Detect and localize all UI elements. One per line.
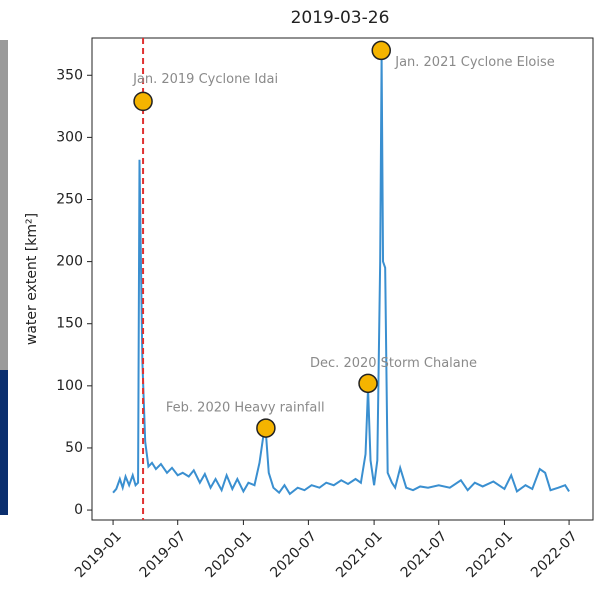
y-tick-label: 100 [56, 378, 83, 394]
chart-title: 2019-03-26 [291, 8, 390, 28]
side-image-gray [0, 40, 8, 370]
annotation-marker [134, 92, 152, 110]
y-tick-label: 50 [65, 440, 83, 456]
x-tick-label: 2021-01 [333, 528, 386, 581]
annotation-label: Jan. 2019 Cyclone Idai [132, 72, 278, 87]
annotation-label: Dec. 2020 Storm Chalane [310, 356, 477, 371]
side-image-blue [0, 370, 8, 515]
x-tick-label: 2022-07 [528, 528, 581, 581]
y-tick-label: 250 [56, 191, 83, 207]
y-tick-label: 350 [56, 67, 83, 83]
x-tick-label: 2022-01 [463, 528, 516, 581]
y-tick-label: 150 [56, 316, 83, 332]
annotation-label: Feb. 2020 Heavy rainfall [166, 401, 325, 416]
annotation-marker [359, 374, 377, 392]
x-tick-label: 2019-07 [137, 528, 190, 581]
y-tick-label: 300 [56, 129, 83, 145]
data-line [113, 57, 569, 494]
annotation-marker [372, 41, 390, 59]
annotation-label: Jan. 2021 Cyclone Eloise [394, 55, 555, 70]
annotation-marker [257, 419, 275, 437]
x-tick-label: 2020-01 [202, 528, 255, 581]
y-axis-label: water extent [km²] [24, 213, 40, 345]
x-tick-label: 2021-07 [398, 528, 451, 581]
y-tick-label: 0 [74, 502, 83, 518]
chart: 2019-03-26 water extent [km²] 0 50 100 150 2… [0, 0, 595, 589]
y-tick-label: 200 [56, 254, 83, 270]
x-tick-label: 2020-07 [267, 528, 320, 581]
plot-frame [92, 38, 593, 520]
x-tick-label: 2019-01 [72, 528, 125, 581]
